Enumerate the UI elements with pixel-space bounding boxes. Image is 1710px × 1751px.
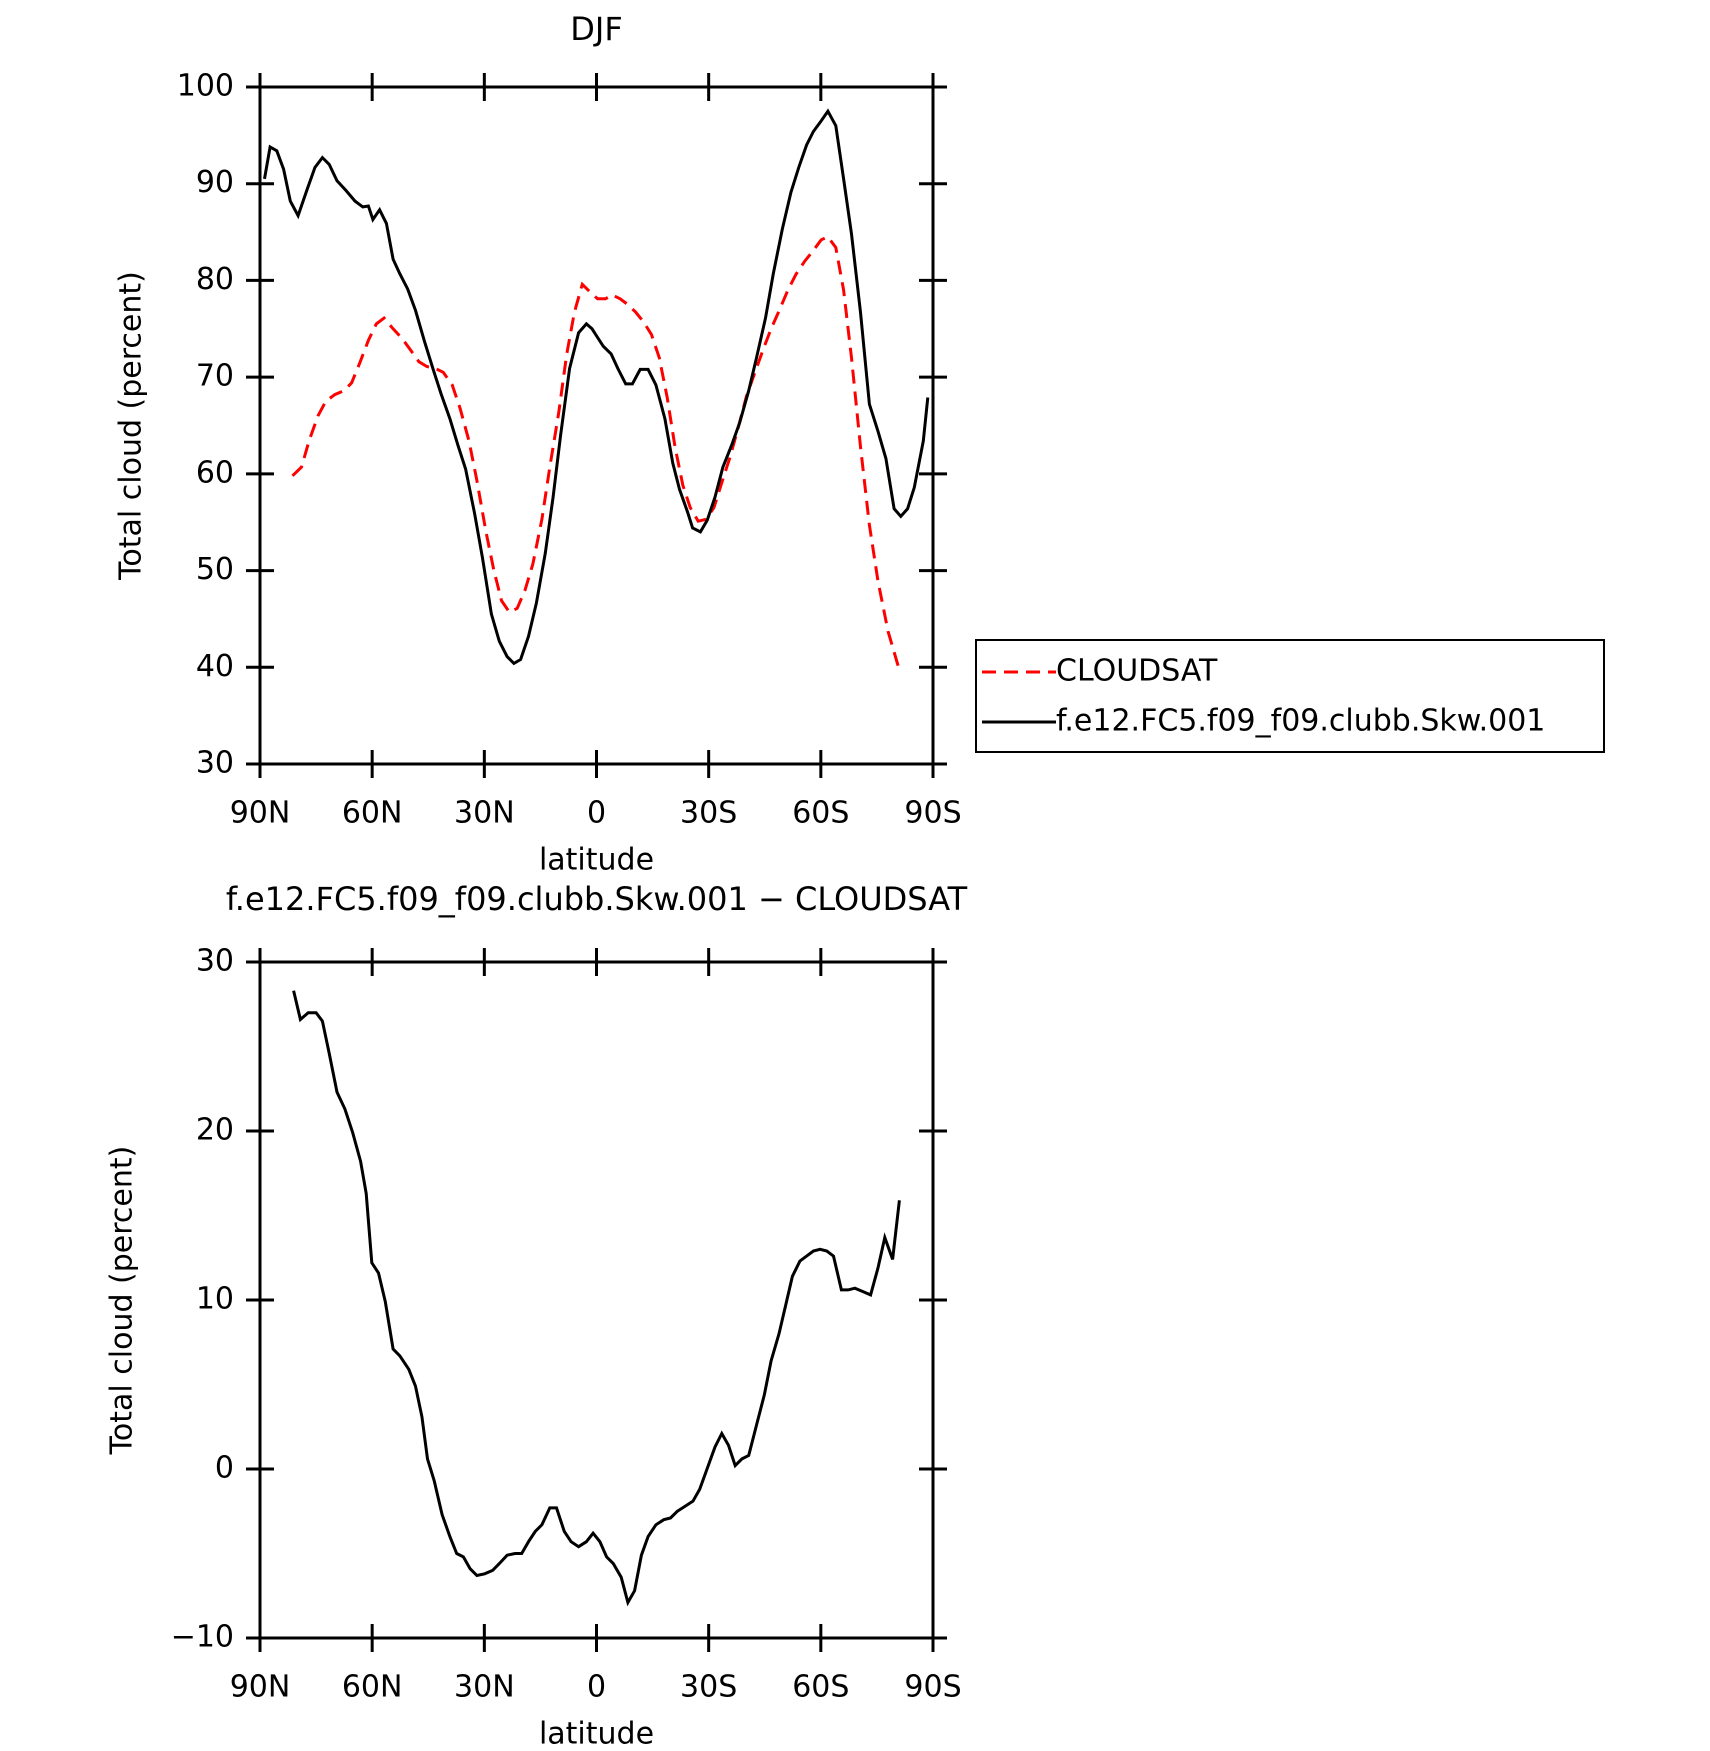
y-tick-label: 0 — [215, 1451, 234, 1486]
data-line — [292, 990, 901, 1607]
x-tick-label: 30S — [680, 1670, 737, 1705]
x-tick-label: 60N — [342, 1670, 403, 1705]
x-tick-label: 0 — [587, 796, 606, 831]
x-tick-label: 60S — [792, 796, 849, 831]
x-tick-label: 60N — [342, 796, 403, 831]
x-axis-label: latitude — [539, 1717, 654, 1751]
y-tick-label: 40 — [196, 649, 234, 684]
chart-title: f.e12.FC5.f09_f09.clubb.Skw.001 − CLOUDS… — [226, 880, 968, 918]
x-tick-label: 30N — [454, 796, 515, 831]
plot: f.e12.FC5.f09_f09.clubb.Skw.001 − CLOUDS… — [105, 880, 968, 1751]
chart-title: DJF — [570, 10, 622, 48]
y-tick-label: 70 — [196, 359, 234, 394]
y-axis-label: Total cloud (percent) — [105, 1146, 140, 1456]
x-tick-label: 90N — [230, 1670, 291, 1705]
x-tick-label: 30S — [680, 796, 737, 831]
x-tick-label: 0 — [587, 1670, 606, 1705]
y-tick-label: 20 — [196, 1113, 234, 1148]
y-tick-label: 30 — [196, 944, 234, 979]
plot: DJF latitude Total cloud (percent) 30 40 50 60… — [114, 10, 1605, 878]
y-tick-label: −10 — [171, 1620, 234, 1655]
data-line — [291, 235, 901, 671]
y-tick-label: 80 — [196, 262, 234, 297]
y-axis-label: Total cloud (percent) — [114, 271, 149, 581]
x-tick-label: 30N — [454, 1670, 515, 1705]
legend-label: f.e12.FC5.f09_f09.clubb.Skw.001 — [1056, 704, 1545, 739]
data-line — [263, 108, 930, 666]
y-tick-label: 60 — [196, 455, 234, 490]
x-axis-label: latitude — [539, 843, 654, 878]
x-tick-label: 90S — [904, 1670, 961, 1705]
legend-label: CLOUDSAT — [1056, 654, 1218, 689]
x-tick-label: 60S — [792, 1670, 849, 1705]
y-tick-label: 10 — [196, 1282, 234, 1317]
y-tick-label: 30 — [196, 746, 234, 781]
y-tick-label: 90 — [196, 165, 234, 200]
y-tick-label: 100 — [177, 69, 234, 104]
legend-box — [975, 639, 1605, 753]
plot-frame — [258, 85, 935, 766]
x-tick-label: 90N — [230, 796, 291, 831]
x-tick-label: 90S — [904, 796, 961, 831]
y-tick-label: 50 — [196, 552, 234, 587]
